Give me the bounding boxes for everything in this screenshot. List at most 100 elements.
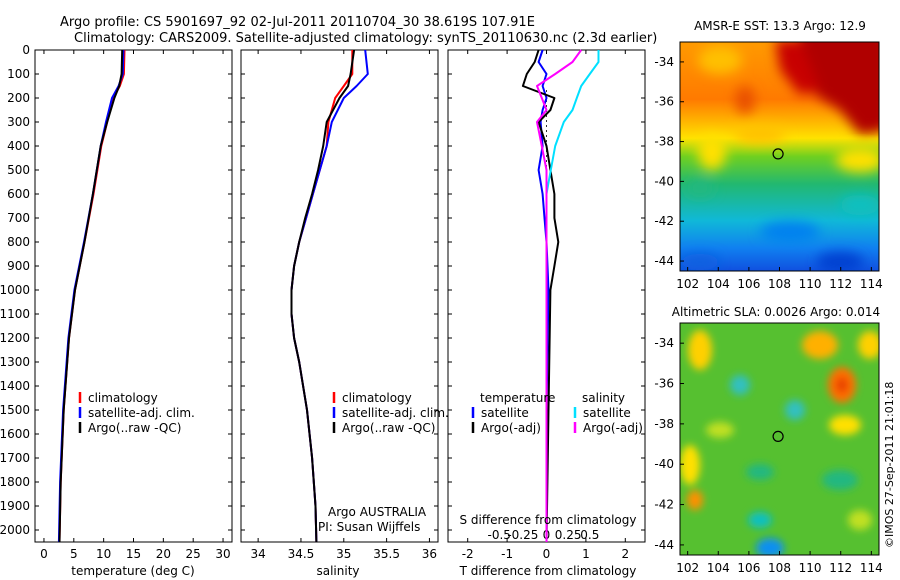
difference-legend-title: temperature <box>480 391 555 405</box>
sst-map-x-tick-label: 104 <box>707 277 730 291</box>
difference-series-line <box>545 50 600 542</box>
sla-map-y-tick-label: -34 <box>654 336 674 350</box>
sla-map-y-ticks: -34 -36 -38 -40 -42 -44 <box>654 336 684 552</box>
difference-x-tick-label: 1 <box>582 547 590 561</box>
depth-tick-label: 900 <box>7 259 30 273</box>
salinity-x-ticks: 34 34.5 35 35.5 36 <box>250 50 437 561</box>
difference-x-tick-label: -1 <box>501 547 513 561</box>
depth-tick-label: 1400 <box>0 379 30 393</box>
depth-tick-label: 1300 <box>0 355 30 369</box>
sst-argo-location-marker <box>772 148 784 160</box>
sst-map-x-tick-label: 106 <box>737 277 760 291</box>
sst-map-y-tick-label: -34 <box>654 55 674 69</box>
sla-argo-location-marker <box>772 430 784 442</box>
salinity-legend-label: satellite-adj. clim. <box>342 406 449 420</box>
temperature-x-tick-label: 30 <box>215 547 230 561</box>
sla-map-x-tick-label: 110 <box>799 561 822 575</box>
depth-tick-label: 1800 <box>0 475 30 489</box>
depth-tick-label: 1100 <box>0 307 30 321</box>
temperature-panel: 0100200300400500600700800900100011001200… <box>0 43 645 578</box>
salinity-legend-label: Argo(..raw -QC) <box>342 421 435 435</box>
salinity-x-tick-label: 36 <box>422 547 437 561</box>
sst-map-x-ticks: 102 104 106 108 110 112 114 <box>676 267 883 291</box>
sst-map-y-tick-label: -42 <box>654 214 674 228</box>
sla-map-x-tick-label: 114 <box>860 561 883 575</box>
sst-map-y-tick-label: -40 <box>654 174 674 188</box>
argo-pi-label: PI: Susan Wijffels <box>318 520 420 534</box>
difference-xlabel: T difference from climatology <box>459 564 637 578</box>
depth-tick-label: 1900 <box>0 499 30 513</box>
salinity-x-tick-label: 34 <box>250 547 265 561</box>
temperature-legend-label: climatology <box>88 391 158 405</box>
difference-top-tick-label: -0.5 <box>488 528 511 542</box>
sst-map-x-tick-label: 102 <box>676 277 699 291</box>
difference-x-ticks: -2 -1 0 1 2 <box>462 50 629 561</box>
temperature-x-tick-label: 0 <box>40 547 48 561</box>
salinity-xlabel: salinity <box>316 564 359 578</box>
difference-top-tick-label: 0.5 <box>580 528 599 542</box>
sst-map-y-tick-label: -36 <box>654 95 674 109</box>
temperature-x-tick-label: 25 <box>186 547 201 561</box>
sla-map-x-tick-label: 108 <box>768 561 791 575</box>
difference-x-tick-label: 0 <box>543 547 551 561</box>
sla-map-x-tick-label: 106 <box>737 561 760 575</box>
sst-map-title: AMSR-E SST: 13.3 Argo: 12.9 <box>694 19 866 33</box>
temperature-x-tick-label: 15 <box>126 547 141 561</box>
difference-legend-title: salinity <box>582 391 625 405</box>
depth-tick-label: 800 <box>7 235 30 249</box>
salinity-x-tick-label: 35 <box>336 547 351 561</box>
depth-tick-label: 200 <box>7 91 30 105</box>
temperature-xlabel: temperature (deg C) <box>71 564 194 578</box>
sla-map-y-tick-label: -38 <box>654 417 674 431</box>
salinity-x-tick-label: 35.5 <box>373 547 400 561</box>
difference-top-tick-label: 0.25 <box>555 528 582 542</box>
argo-program-label: Argo AUSTRALIA <box>328 505 427 519</box>
depth-tick-labels: 0 100 200 300 400 500 600 700 800 900 1000 1100 1200… <box>0 43 645 537</box>
temperature-plot-frame <box>34 49 233 543</box>
sst-map-x-tick-label: 110 <box>799 277 822 291</box>
difference-legend: temperature salinitysatelliteArgo(-adj)sa… <box>471 391 643 435</box>
difference-legend-label: satellite <box>481 406 529 420</box>
sla-map-title: Altimetric SLA: 0.0026 Argo: 0.014 <box>672 305 880 319</box>
sst-map-y-tick-label: -44 <box>654 254 674 268</box>
temperature-x-tick-label: 20 <box>156 547 171 561</box>
salinity-x-tick-label: 34.5 <box>288 547 315 561</box>
sla-map-x-ticks: 102 104 106 108 110 112 114 <box>676 551 883 575</box>
difference-legend-label: satellite <box>583 406 631 420</box>
difference-legend-label: Argo(-adj) <box>583 421 643 435</box>
difference-top-axis-label: S difference from climatology <box>460 513 637 527</box>
sla-map-y-tick-label: -44 <box>654 538 674 552</box>
temperature-series <box>57 49 126 543</box>
temperature-legend-label: Argo(..raw -QC) <box>88 421 181 435</box>
sla-map-y-tick-label: -42 <box>654 498 674 512</box>
sst-map-panel: AMSR-E SST: 13.3 Argo: 12.9 102 104 106 108… <box>654 19 883 291</box>
temperature-x-tick-label: 10 <box>96 547 111 561</box>
sst-map-x-tick-label: 108 <box>768 277 791 291</box>
figure-title-line1: Argo profile: CS 5901697_92 02-Jul-2011 … <box>60 15 535 30</box>
salinity-plot-frame <box>240 49 439 543</box>
difference-top-ticks: -0.5-0.25 0 0.250.5 <box>488 528 600 542</box>
sst-map-x-tick-label: 112 <box>829 277 852 291</box>
sla-map-y-tick-label: -40 <box>654 457 674 471</box>
depth-tick-label: 500 <box>7 163 30 177</box>
salinity-legend-label: climatology <box>342 391 412 405</box>
salinity-series-line <box>290 49 369 543</box>
sst-map-y-tick-label: -38 <box>654 135 674 149</box>
sla-map-y-tick-label: -36 <box>654 377 674 391</box>
sla-map-x-tick-label: 104 <box>707 561 730 575</box>
depth-tick-label: 600 <box>7 187 30 201</box>
temperature-series-line <box>57 49 125 543</box>
sla-map-x-tick-label: 102 <box>676 561 699 575</box>
depth-tick-label: 2000 <box>0 523 30 537</box>
difference-x-tick-label: 2 <box>621 547 629 561</box>
depth-tick-label: 300 <box>7 115 30 129</box>
difference-x-tick-label: -2 <box>462 547 474 561</box>
depth-tick-label: 400 <box>7 139 30 153</box>
temperature-series-line <box>58 49 124 543</box>
depth-tick-label: 1000 <box>0 283 30 297</box>
depth-tick-label: 100 <box>7 67 30 81</box>
imos-credit: ©IMOS 27-Sep-2011 21:01:18 <box>883 382 896 548</box>
difference-series <box>521 49 600 543</box>
difference-series-line <box>536 49 583 542</box>
